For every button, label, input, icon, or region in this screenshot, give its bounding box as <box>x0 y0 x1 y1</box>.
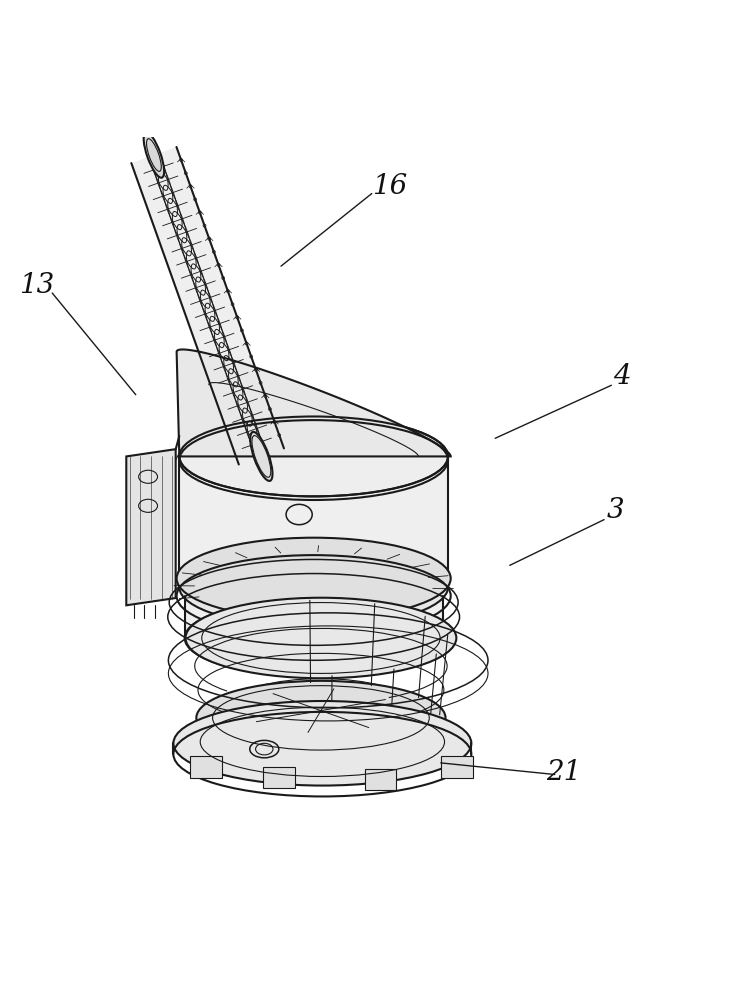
Ellipse shape <box>196 681 445 755</box>
Polygon shape <box>176 349 451 456</box>
Ellipse shape <box>176 538 451 619</box>
Ellipse shape <box>174 701 472 786</box>
Ellipse shape <box>184 600 443 676</box>
Polygon shape <box>263 767 295 788</box>
Polygon shape <box>126 449 176 605</box>
Text: 13: 13 <box>19 272 54 299</box>
Polygon shape <box>184 596 443 638</box>
Ellipse shape <box>185 598 456 678</box>
Polygon shape <box>441 756 472 778</box>
Polygon shape <box>190 756 222 778</box>
Ellipse shape <box>233 679 409 731</box>
Polygon shape <box>131 147 284 464</box>
Ellipse shape <box>179 416 448 496</box>
Ellipse shape <box>179 547 448 627</box>
Text: 21: 21 <box>547 759 582 786</box>
Polygon shape <box>179 456 448 587</box>
Ellipse shape <box>144 132 164 178</box>
Ellipse shape <box>250 432 273 481</box>
Text: 4: 4 <box>614 363 631 390</box>
Polygon shape <box>364 769 397 790</box>
Text: 3: 3 <box>607 497 624 524</box>
Text: 16: 16 <box>373 173 408 200</box>
